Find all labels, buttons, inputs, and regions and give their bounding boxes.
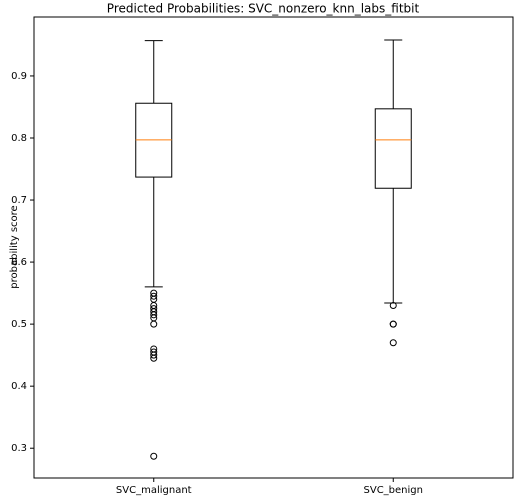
y-tick-label: 0.4 [11,381,27,392]
outlier [150,292,158,300]
outlier [150,351,158,359]
y-tick-label: 0.8 [11,133,27,144]
x-tick-label: SVC_malignant [116,485,192,496]
y-axis-label: probability score [9,205,20,288]
y-tick-label: 0.3 [11,443,27,454]
y-tick-label: 0.9 [11,71,27,82]
outlier [150,320,158,328]
y-tick-label: 0.6 [11,257,27,268]
outlier [150,452,158,460]
outlier [389,339,397,347]
outlier [150,354,158,362]
y-tick-label: 0.5 [11,319,27,330]
box [374,108,412,189]
outlier [389,302,397,310]
x-tick-label: SVC_benign [364,485,423,496]
y-tick-label: 0.7 [11,195,27,206]
outlier [150,311,158,319]
plot-frame [33,16,514,479]
chart-title: Predicted Probabilities: SVC_nonzero_knn… [107,2,420,16]
outlier [389,320,397,328]
